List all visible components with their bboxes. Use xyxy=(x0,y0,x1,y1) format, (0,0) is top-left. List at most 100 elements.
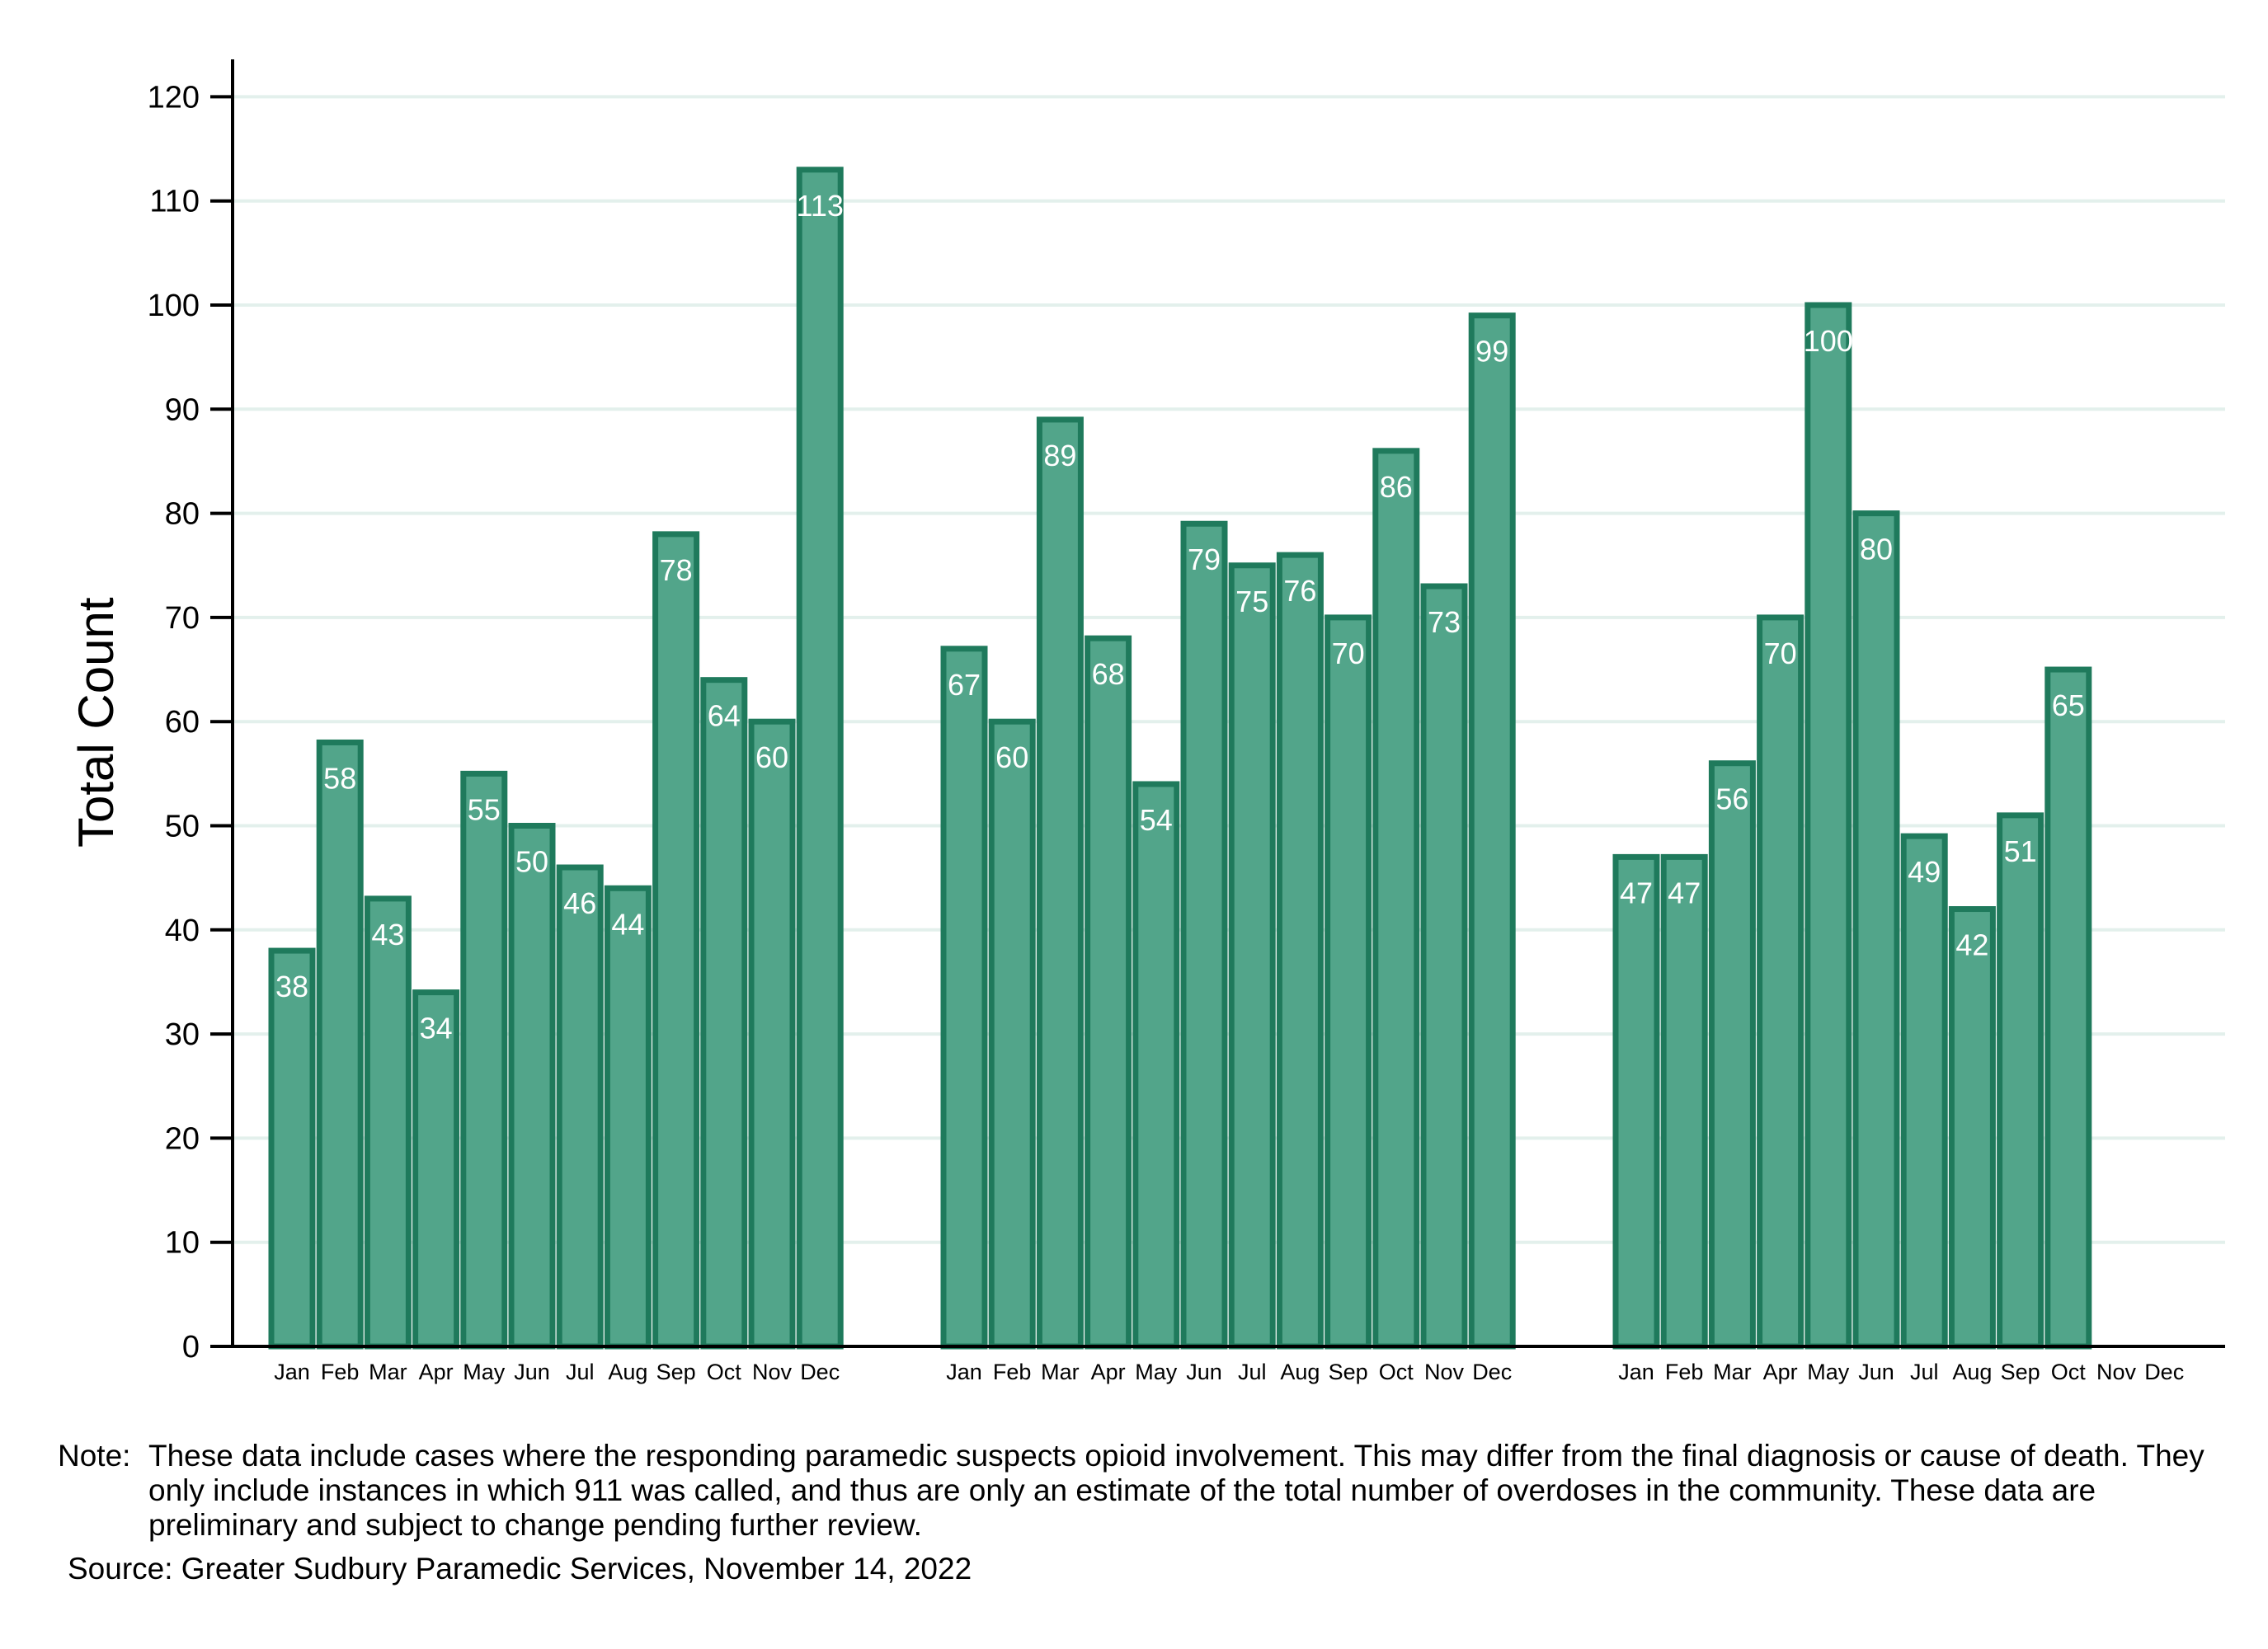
bar-2020-Jul xyxy=(556,864,604,1350)
value-label-2022-Sep: 51 xyxy=(2004,834,2037,868)
y-axis-title: Total Count xyxy=(68,597,124,848)
bar-2022-Mar xyxy=(1708,760,1756,1350)
value-label-2022-Feb: 47 xyxy=(1668,876,1701,909)
bar-2020-Mar xyxy=(364,895,412,1350)
month-label-2022-Dec: Dec xyxy=(2144,1360,2184,1384)
month-label-2022-May: May xyxy=(1807,1360,1850,1384)
y-tick-label-120: 120 xyxy=(148,80,200,115)
bar-2022-Jul xyxy=(1900,833,1948,1350)
bar-2020-Apr xyxy=(412,989,460,1350)
month-label-2021-Dec: Dec xyxy=(1472,1360,1512,1384)
value-label-2022-Apr: 70 xyxy=(1764,637,1797,670)
month-label-2022-Oct: Oct xyxy=(2051,1360,2087,1384)
bar-2022-May xyxy=(1805,302,1852,1350)
month-label-2021-May: May xyxy=(1135,1360,1178,1384)
value-label-2020-Dec: 113 xyxy=(796,189,843,223)
month-label-2020-Jul: Jul xyxy=(566,1360,595,1384)
month-label-2021-Feb: Feb xyxy=(993,1360,1032,1384)
month-label-2022-Mar: Mar xyxy=(1713,1360,1752,1384)
bar-2022-Jan xyxy=(1612,853,1660,1350)
y-tick-label-60: 60 xyxy=(165,705,200,740)
value-label-2022-Aug: 42 xyxy=(1955,928,1988,962)
month-label-2020-Jun: Jun xyxy=(514,1360,550,1384)
bar-2020-May xyxy=(460,770,508,1350)
bar-2021-Aug xyxy=(1276,552,1324,1350)
value-label-2022-May: 100 xyxy=(1804,324,1853,358)
value-label-2020-Apr: 34 xyxy=(420,1012,453,1045)
value-label-2021-Jul: 75 xyxy=(1235,585,1268,618)
value-label-2020-Oct: 64 xyxy=(708,699,741,733)
month-label-2021-Oct: Oct xyxy=(1379,1360,1414,1384)
month-label-2022-Feb: Feb xyxy=(1665,1360,1704,1384)
month-label-2021-Mar: Mar xyxy=(1041,1360,1080,1384)
value-label-2020-Mar: 43 xyxy=(371,918,404,951)
bar-2022-Jun xyxy=(1852,510,1900,1350)
bar-2020-Dec xyxy=(796,167,844,1350)
bar-2020-Feb xyxy=(316,739,364,1350)
y-tick-label-100: 100 xyxy=(148,289,200,323)
y-tick-label-20: 20 xyxy=(165,1121,200,1156)
value-label-2021-Jan: 67 xyxy=(948,668,981,702)
bar-2020-Nov xyxy=(748,718,796,1350)
bar-2021-Feb xyxy=(988,718,1036,1350)
month-label-2020-Oct: Oct xyxy=(707,1360,742,1384)
y-tick-label-10: 10 xyxy=(165,1226,200,1261)
month-label-2021-Aug: Aug xyxy=(1280,1360,1320,1384)
month-label-2022-Jan: Jan xyxy=(1618,1360,1654,1384)
bar-chart: 38 Jan 58 Feb 43 Mar 34 Apr 55 May 50 Jun 46 Jul 44 Aug… xyxy=(68,59,2225,1384)
month-label-2020-Nov: Nov xyxy=(752,1360,793,1384)
month-label-2021-Apr: Apr xyxy=(1091,1360,1126,1384)
bar-2022-Aug xyxy=(1948,906,1996,1350)
bar-2021-Dec xyxy=(1468,312,1516,1350)
month-label-2022-Jun: Jun xyxy=(1858,1360,1894,1384)
value-label-2020-Aug: 44 xyxy=(611,907,644,941)
value-label-2021-Apr: 68 xyxy=(1092,657,1125,691)
bar-2020-Jun xyxy=(508,823,556,1350)
month-label-2020-Aug: Aug xyxy=(608,1360,647,1384)
value-label-2021-Dec: 99 xyxy=(1475,335,1508,369)
bar-2022-Apr xyxy=(1757,614,1805,1350)
y-tick-label-70: 70 xyxy=(165,601,200,636)
month-label-2021-Jun: Jun xyxy=(1186,1360,1222,1384)
bar-2020-Jan xyxy=(268,947,316,1350)
value-label-2021-Aug: 76 xyxy=(1283,574,1316,608)
y-tick-label-90: 90 xyxy=(165,392,200,427)
value-label-2022-Jun: 80 xyxy=(1860,533,1893,566)
month-label-2022-Aug: Aug xyxy=(1952,1360,1992,1384)
month-label-2021-Nov: Nov xyxy=(1424,1360,1465,1384)
value-label-2021-May: 54 xyxy=(1140,803,1173,837)
y-tick-label-110: 110 xyxy=(149,185,200,219)
month-label-2022-Nov: Nov xyxy=(2096,1360,2137,1384)
month-label-2021-Jan: Jan xyxy=(946,1360,982,1384)
bar-2021-Apr xyxy=(1085,635,1132,1350)
month-label-2020-Dec: Dec xyxy=(800,1360,840,1384)
y-tick-label-30: 30 xyxy=(165,1017,200,1052)
month-label-2021-Sep: Sep xyxy=(1329,1360,1368,1384)
value-label-2020-Jul: 46 xyxy=(563,886,596,920)
value-label-2021-Feb: 60 xyxy=(995,740,1028,774)
value-label-2021-Sep: 70 xyxy=(1332,637,1365,670)
value-label-2020-Jun: 50 xyxy=(515,845,548,879)
month-label-2022-Sep: Sep xyxy=(2001,1360,2040,1384)
month-label-2022-Jul: Jul xyxy=(1910,1360,1939,1384)
month-label-2020-Feb: Feb xyxy=(321,1360,360,1384)
value-label-2022-Mar: 56 xyxy=(1715,782,1748,816)
chart-note: Note: These data include cases where the… xyxy=(58,1439,2235,1543)
chart-source: Source: Greater Sudbury Paramedic Servic… xyxy=(68,1552,972,1586)
bar-2021-Sep xyxy=(1325,614,1372,1350)
value-label-2020-Sep: 78 xyxy=(660,553,693,587)
value-label-2020-Feb: 58 xyxy=(323,761,356,795)
month-label-2020-Apr: Apr xyxy=(419,1360,454,1384)
month-label-2022-Apr: Apr xyxy=(1763,1360,1798,1384)
bar-2021-Jul xyxy=(1228,562,1276,1350)
bar-2022-Oct xyxy=(2044,666,2092,1350)
bar-2021-Nov xyxy=(1420,583,1468,1350)
bar-2020-Sep xyxy=(652,531,700,1350)
bar-2021-Jan xyxy=(940,646,988,1350)
month-label-2020-May: May xyxy=(463,1360,506,1384)
bar-2020-Oct xyxy=(700,677,748,1350)
value-label-2022-Jan: 47 xyxy=(1620,876,1653,909)
note-text: These data include cases where the respo… xyxy=(148,1439,2204,1542)
value-label-2020-May: 55 xyxy=(468,792,501,826)
value-label-2021-Nov: 73 xyxy=(1428,605,1461,639)
